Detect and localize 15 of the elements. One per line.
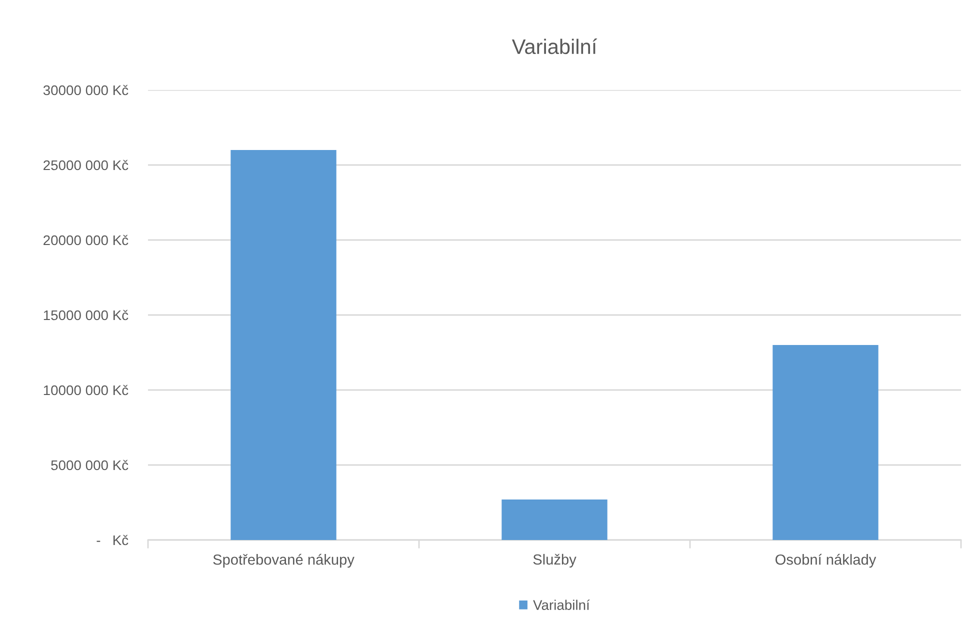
y-tick-label: - Kč (96, 534, 128, 546)
x-tick-label: Služby (533, 554, 576, 568)
y-tick-label: 20000 000 Kč (44, 234, 128, 246)
bar (772, 345, 878, 540)
y-tick-label: 10000 000 Kč (44, 384, 128, 396)
x-tick-label: Spotřebované nákupy (213, 554, 354, 568)
bar (502, 500, 608, 540)
y-tick-label: 25000 000 Kč (44, 160, 128, 170)
legend-label: Variabilní (533, 600, 590, 610)
y-tick-label: 30000 000 Kč (43, 84, 128, 96)
bar (230, 150, 336, 540)
chart-title: Variabilní (512, 38, 598, 54)
y-tick-label: 15000 000 Kč (44, 310, 128, 320)
y-tick-label: 5000 000 Kč (51, 460, 128, 470)
x-tick-label: Osobní náklady (776, 554, 876, 568)
